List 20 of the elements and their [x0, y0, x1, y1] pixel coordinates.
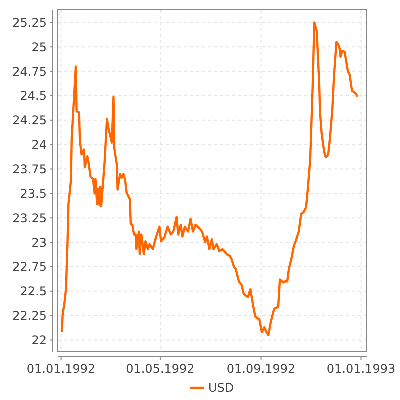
y-tick-label: 24.25 [12, 114, 47, 128]
line-series [61, 22, 358, 336]
y-tick-label: 23.25 [12, 211, 47, 226]
y-tick-label: 25 [32, 40, 47, 54]
y-tick-label: 24.75 [12, 64, 47, 79]
y-tick-label: 23 [32, 236, 47, 250]
y-tick-label: 22.25 [12, 309, 47, 324]
y-tick-label: 24.5 [20, 89, 47, 104]
x-tick-label: 01.01.1993 [326, 362, 396, 376]
y-tick-label: 22 [32, 333, 47, 348]
y-tick-label: 24 [32, 138, 47, 152]
legend-label: USD [208, 381, 234, 396]
x-tick-label: 01.09.1992 [226, 362, 296, 376]
x-tick-label: 01.05.1992 [126, 362, 195, 376]
y-tick-label: 22.5 [20, 284, 47, 299]
y-tick-label: 23.75 [12, 162, 47, 176]
y-tick-label: 25.25 [12, 16, 47, 30]
y-tick-label: 22.75 [12, 260, 47, 274]
x-tick-label: 01.01.1992 [26, 362, 96, 376]
y-tick-label: 23.5 [20, 186, 47, 201]
